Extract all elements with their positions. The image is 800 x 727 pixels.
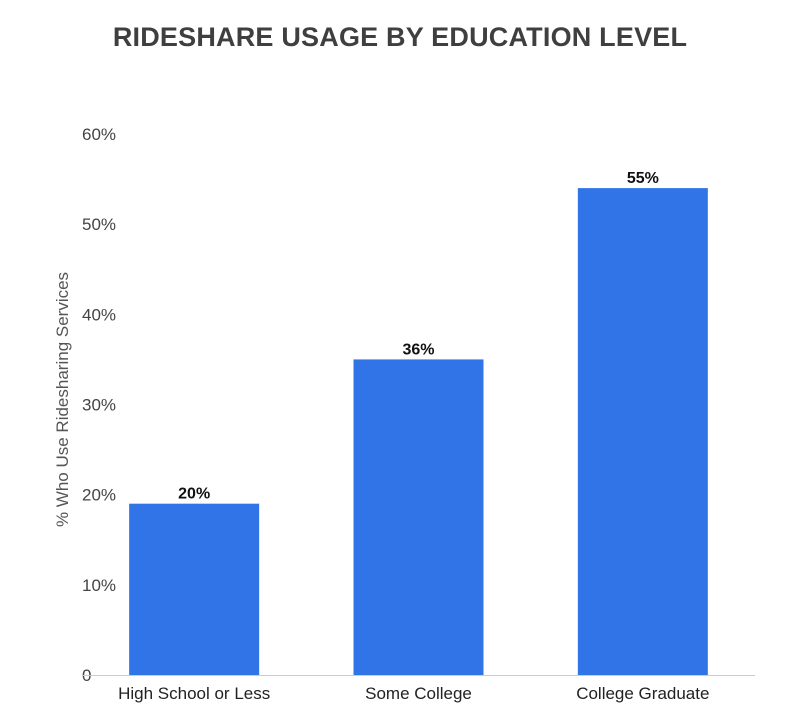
- y-tick-label: 20%: [82, 486, 116, 505]
- y-tick-label: 40%: [82, 305, 116, 324]
- y-tick-label: 50%: [82, 215, 116, 234]
- bar: [577, 188, 708, 675]
- data-label: 20%: [178, 486, 210, 503]
- chart-title: RIDESHARE USAGE BY EDUCATION LEVEL: [112, 22, 688, 52]
- x-axis-labels: High School or Less Some College College G…: [118, 684, 709, 703]
- data-label: 55%: [627, 170, 659, 187]
- y-tick-label: 30%: [82, 396, 116, 415]
- data-labels: 20% 36% 55%: [178, 170, 659, 503]
- x-tick-label: Some College: [365, 684, 472, 703]
- y-tick-label: 60%: [82, 125, 116, 144]
- y-tick-label: 10%: [82, 576, 116, 595]
- data-label: 36%: [402, 341, 434, 358]
- bar: [353, 359, 484, 675]
- bars: [129, 188, 708, 675]
- y-axis-ticks: 010%20%30%40%50%60%: [82, 125, 116, 685]
- bar: [129, 503, 260, 675]
- x-tick-label: High School or Less: [118, 684, 270, 703]
- y-axis-title: % Who Use Ridesharing Services: [53, 272, 72, 527]
- x-tick-label: College Graduate: [576, 684, 709, 703]
